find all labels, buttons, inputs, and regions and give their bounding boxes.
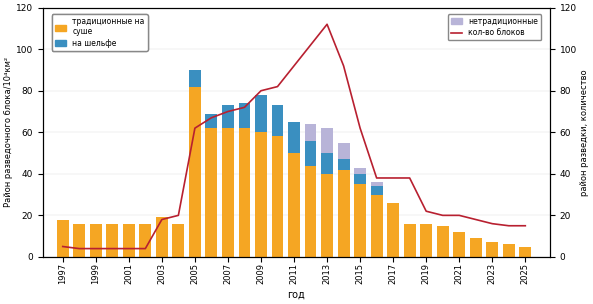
Bar (305, 124, 317, 140)
Bar (337, 170, 349, 257)
Bar (321, 153, 333, 174)
Bar (205, 128, 218, 257)
Bar (288, 153, 300, 257)
Legend: нетрадиционные, кол-во блоков: нетрадиционные, кол-во блоков (448, 14, 541, 40)
Bar (74, 224, 85, 257)
Bar (189, 70, 201, 87)
Bar (255, 132, 267, 257)
Bar (272, 105, 283, 136)
Bar (255, 95, 267, 132)
Bar (222, 105, 234, 128)
Bar (354, 184, 366, 257)
Bar (156, 217, 168, 257)
Bar (238, 103, 250, 128)
Bar (57, 219, 69, 257)
Bar (106, 224, 118, 257)
Y-axis label: Район разведочного блока/10⁴км²: Район разведочного блока/10⁴км² (4, 57, 13, 207)
Bar (238, 128, 250, 257)
Bar (321, 174, 333, 257)
Bar (371, 195, 382, 257)
Bar (173, 224, 184, 257)
Bar (189, 87, 201, 257)
Bar (205, 114, 218, 128)
Bar (354, 174, 366, 184)
Bar (139, 224, 151, 257)
Bar (453, 232, 465, 257)
Bar (222, 128, 234, 257)
Bar (321, 128, 333, 153)
Bar (90, 224, 102, 257)
Bar (305, 140, 317, 165)
Bar (404, 224, 416, 257)
Bar (437, 226, 449, 257)
Bar (123, 224, 135, 257)
Bar (519, 247, 531, 257)
Bar (470, 238, 482, 257)
Bar (354, 168, 366, 174)
Bar (503, 244, 515, 257)
Y-axis label: район разведки, количество: район разведки, количество (580, 69, 589, 195)
Bar (486, 242, 498, 257)
Bar (371, 186, 382, 195)
X-axis label: год: год (288, 290, 305, 300)
Bar (272, 136, 283, 257)
Bar (337, 143, 349, 159)
Bar (371, 182, 382, 186)
Bar (420, 224, 432, 257)
Legend: традиционные на
суше, на шельфе: традиционные на суше, на шельфе (52, 14, 148, 51)
Bar (288, 122, 300, 153)
Bar (337, 159, 349, 170)
Bar (305, 165, 317, 257)
Bar (387, 203, 399, 257)
